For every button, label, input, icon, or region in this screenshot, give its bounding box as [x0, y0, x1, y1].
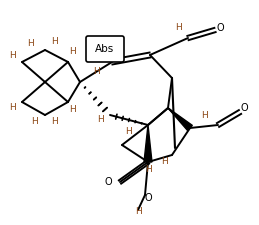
Text: H: H: [9, 50, 15, 59]
Text: H: H: [125, 128, 131, 137]
Text: H: H: [97, 115, 103, 124]
Text: O: O: [104, 177, 112, 187]
Polygon shape: [168, 108, 192, 130]
Text: Abs: Abs: [95, 44, 115, 54]
Text: H: H: [93, 68, 99, 76]
Text: H: H: [135, 207, 141, 216]
Text: H: H: [32, 117, 38, 126]
Text: H: H: [202, 110, 208, 119]
Text: O: O: [240, 103, 248, 113]
FancyBboxPatch shape: [86, 36, 124, 62]
Text: H: H: [27, 40, 33, 49]
Text: H: H: [52, 117, 58, 126]
Text: O: O: [144, 193, 152, 203]
Text: H: H: [69, 106, 75, 115]
Text: O: O: [216, 23, 224, 33]
Text: H: H: [95, 45, 101, 54]
Text: H: H: [162, 158, 168, 166]
Polygon shape: [144, 125, 152, 162]
Text: H: H: [69, 47, 75, 56]
Text: H: H: [9, 104, 15, 112]
Text: H: H: [145, 166, 151, 175]
Text: H: H: [175, 23, 181, 32]
Text: H: H: [52, 38, 58, 47]
